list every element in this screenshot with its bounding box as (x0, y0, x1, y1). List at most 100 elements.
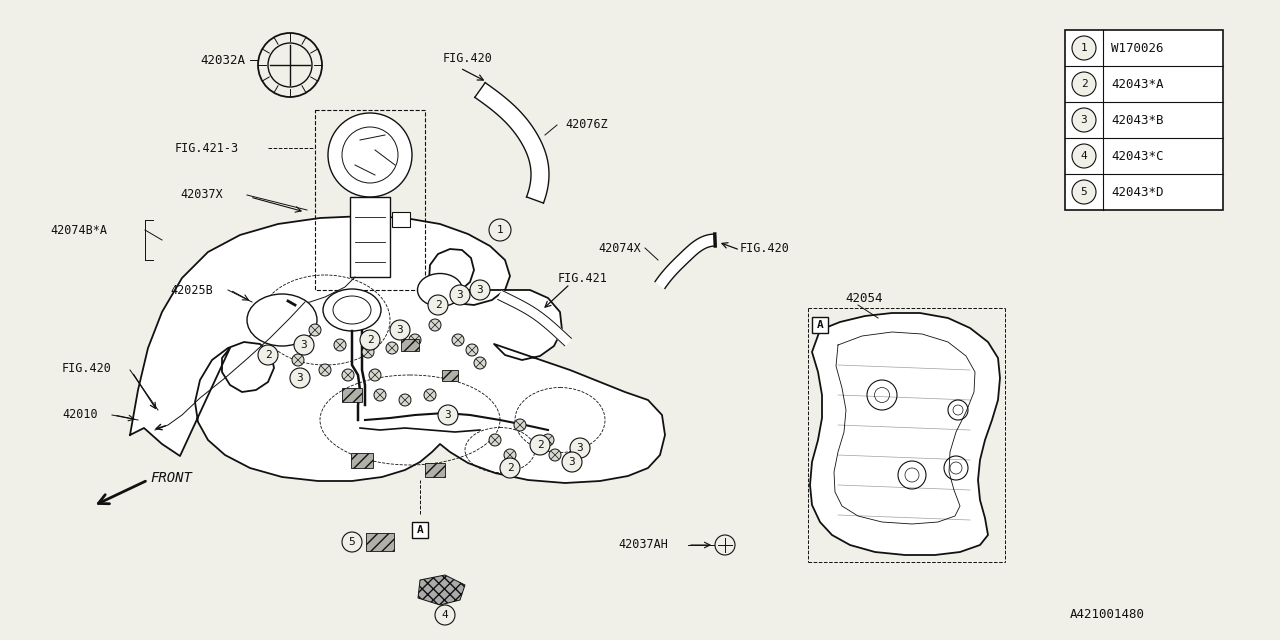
Text: FIG.420: FIG.420 (443, 51, 493, 65)
Text: FIG.421: FIG.421 (558, 271, 608, 285)
Bar (315, 110, 425, 290)
Circle shape (466, 344, 477, 356)
Circle shape (504, 449, 516, 461)
Circle shape (319, 364, 332, 376)
Bar (412, 522, 428, 538)
Text: 4: 4 (442, 610, 448, 620)
Text: 42037X: 42037X (180, 189, 223, 202)
Circle shape (429, 319, 442, 331)
Text: 3: 3 (444, 410, 452, 420)
Text: 42054: 42054 (845, 291, 882, 305)
Circle shape (328, 113, 412, 197)
Bar (392, 212, 410, 227)
Text: FIG.420: FIG.420 (740, 241, 790, 255)
Text: 2: 2 (366, 335, 374, 345)
Circle shape (374, 389, 387, 401)
Circle shape (369, 369, 381, 381)
Circle shape (342, 532, 362, 552)
Text: A421001480: A421001480 (1070, 609, 1146, 621)
Circle shape (1073, 72, 1096, 96)
Polygon shape (498, 291, 571, 346)
Text: 5: 5 (348, 537, 356, 547)
Text: 5: 5 (1080, 187, 1088, 197)
Circle shape (451, 285, 470, 305)
Text: 1: 1 (497, 225, 503, 235)
Polygon shape (131, 216, 666, 483)
Bar (342, 388, 362, 402)
Circle shape (259, 345, 278, 365)
Circle shape (1073, 108, 1096, 132)
Text: 42076Z: 42076Z (564, 118, 608, 131)
Circle shape (470, 280, 490, 300)
Text: 2: 2 (1080, 79, 1088, 89)
Circle shape (424, 389, 436, 401)
Text: 1: 1 (1080, 43, 1088, 53)
Circle shape (292, 354, 305, 366)
Bar (425, 463, 445, 477)
Polygon shape (419, 575, 465, 605)
Circle shape (334, 339, 346, 351)
Text: 42074X: 42074X (598, 241, 641, 255)
Text: 3: 3 (297, 373, 303, 383)
Text: 3: 3 (576, 443, 584, 453)
Text: 2: 2 (265, 350, 271, 360)
Circle shape (390, 320, 410, 340)
Circle shape (452, 334, 465, 346)
Text: 3: 3 (457, 290, 463, 300)
Text: 42043*B: 42043*B (1111, 113, 1164, 127)
Circle shape (294, 335, 314, 355)
Circle shape (549, 449, 561, 461)
Text: 42043*A: 42043*A (1111, 77, 1164, 90)
Circle shape (410, 334, 421, 346)
Bar (351, 453, 372, 468)
Circle shape (435, 605, 454, 625)
Bar (401, 339, 419, 351)
Text: 42025B: 42025B (170, 284, 212, 296)
Text: 4: 4 (1080, 151, 1088, 161)
Circle shape (387, 342, 398, 354)
Text: A: A (817, 320, 823, 330)
Text: 3: 3 (397, 325, 403, 335)
Text: 42037AH: 42037AH (618, 538, 668, 552)
Text: FRONT: FRONT (150, 471, 192, 485)
Ellipse shape (247, 294, 317, 346)
Circle shape (530, 435, 550, 455)
Circle shape (438, 405, 458, 425)
Circle shape (570, 438, 590, 458)
Circle shape (291, 368, 310, 388)
Bar (1065, 30, 1222, 210)
Circle shape (1073, 36, 1096, 60)
Circle shape (489, 434, 500, 446)
Circle shape (500, 458, 520, 478)
Circle shape (362, 346, 374, 358)
Bar (442, 370, 458, 381)
Bar (349, 197, 390, 277)
Circle shape (1073, 180, 1096, 204)
Circle shape (428, 295, 448, 315)
Circle shape (515, 419, 526, 431)
Text: 3: 3 (301, 340, 307, 350)
Circle shape (308, 324, 321, 336)
Text: 42074B*A: 42074B*A (50, 223, 108, 237)
Text: 3: 3 (568, 457, 576, 467)
Ellipse shape (417, 273, 462, 307)
Text: FIG.421-3: FIG.421-3 (175, 141, 239, 154)
Text: FIG.420: FIG.420 (61, 362, 111, 374)
Text: 42010: 42010 (61, 408, 97, 422)
Circle shape (342, 369, 355, 381)
Circle shape (474, 357, 486, 369)
Circle shape (360, 330, 380, 350)
Polygon shape (810, 313, 1000, 555)
Text: 3: 3 (476, 285, 484, 295)
Text: 2: 2 (536, 440, 544, 450)
Polygon shape (655, 234, 716, 289)
Text: 42032A: 42032A (200, 54, 244, 67)
Circle shape (562, 452, 582, 472)
Circle shape (489, 219, 511, 241)
Text: A: A (416, 525, 424, 535)
Circle shape (399, 394, 411, 406)
Text: 42043*D: 42043*D (1111, 186, 1164, 198)
Text: W170026: W170026 (1111, 42, 1164, 54)
Text: 42043*C: 42043*C (1111, 150, 1164, 163)
Ellipse shape (323, 289, 381, 331)
